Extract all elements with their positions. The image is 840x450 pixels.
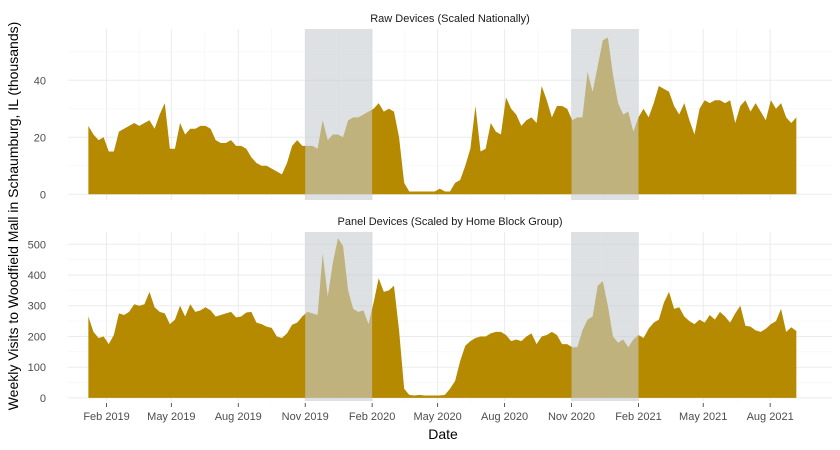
x-tick-label: Feb 2019 xyxy=(83,411,129,423)
x-tick-label: Feb 2021 xyxy=(615,411,661,423)
x-tick-label: Aug 2020 xyxy=(481,411,528,423)
holiday-shade-2 xyxy=(571,232,639,401)
x-tick-label: Nov 2020 xyxy=(548,411,595,423)
holiday-shade-2 xyxy=(571,29,639,200)
x-axis: Feb 2019 May 2019 Aug 2019 Nov 2019 Feb 2020… xyxy=(83,403,794,423)
x-tick-label: May 2019 xyxy=(147,411,195,423)
panels: Raw Devices (Scaled Nationally) 0 20 40 Pane… xyxy=(28,13,832,405)
y-tick-label: 40 xyxy=(34,75,46,87)
holiday-shade-1 xyxy=(305,232,373,401)
y-tick-label: 100 xyxy=(28,362,46,374)
y-tick-label: 400 xyxy=(28,270,46,282)
y-tick-label: 200 xyxy=(28,331,46,343)
y-tick-label: 300 xyxy=(28,301,46,313)
y-tick-label: 20 xyxy=(34,132,46,144)
weekly-visits-area xyxy=(88,37,797,195)
y-tick-label: 0 xyxy=(40,393,46,405)
panel-title: Panel Devices (Scaled by Home Block Grou… xyxy=(338,216,563,228)
holiday-shade-1 xyxy=(305,29,373,200)
x-tick-label: May 2021 xyxy=(679,411,727,423)
y-tick-label: 0 xyxy=(40,189,46,201)
x-tick-label: May 2020 xyxy=(413,411,461,423)
y-axis-title: Weekly Visits to Woodfield Mall in Schau… xyxy=(5,22,21,411)
x-tick-label: Aug 2021 xyxy=(747,411,794,423)
x-tick-label: Nov 2019 xyxy=(282,411,329,423)
weekly-visits-area xyxy=(88,238,797,398)
x-tick-label: Feb 2020 xyxy=(349,411,395,423)
panel-title: Raw Devices (Scaled Nationally) xyxy=(370,13,530,25)
y-tick-label: 500 xyxy=(28,239,46,251)
panel-2: Panel Devices (Scaled by Home Block Grou… xyxy=(28,216,832,405)
x-tick-label: Aug 2019 xyxy=(215,411,262,423)
panel-1: Raw Devices (Scaled Nationally) 0 20 40 xyxy=(34,13,832,201)
x-axis-title: Date xyxy=(428,426,458,442)
